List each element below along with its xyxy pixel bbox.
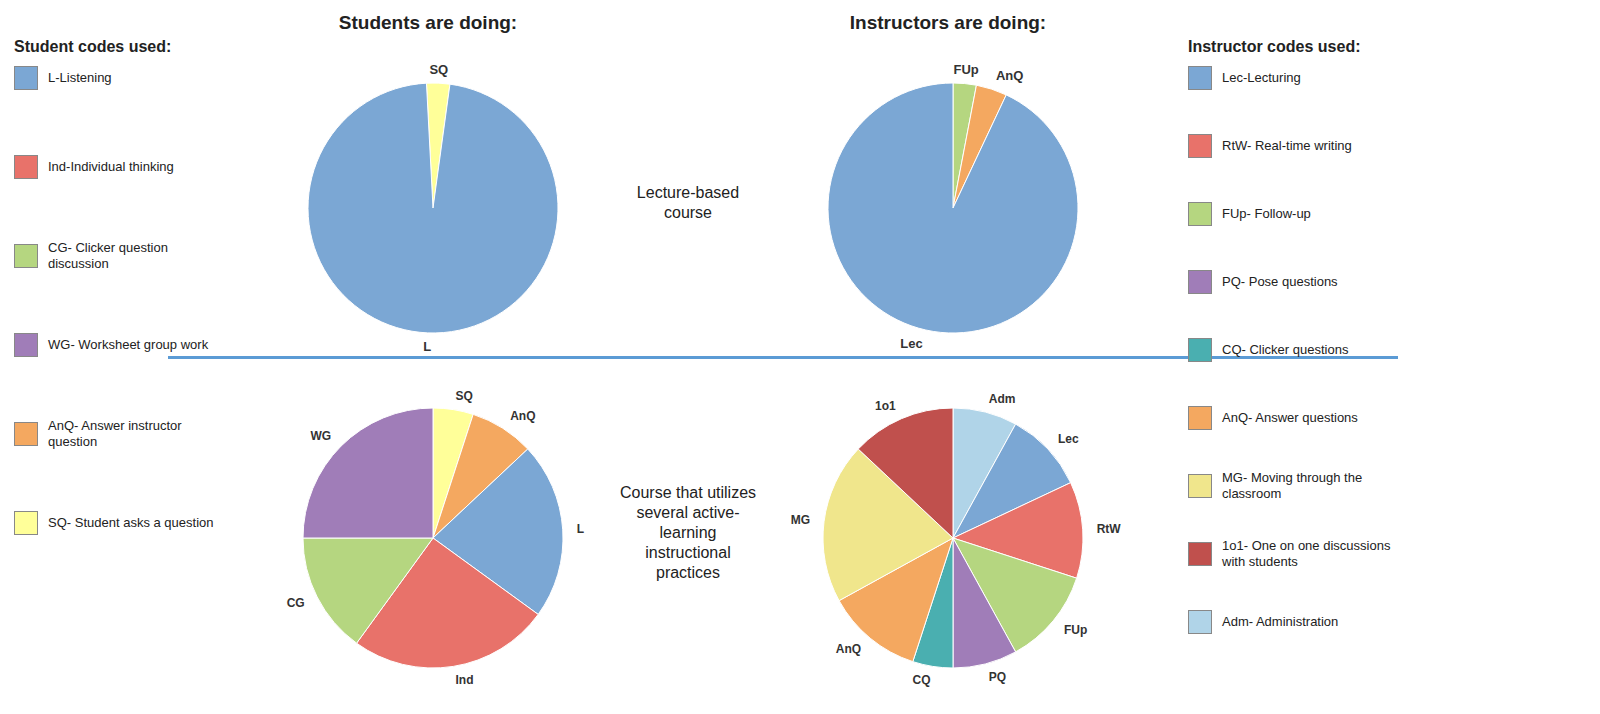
svg-text:AnQ: AnQ: [510, 409, 535, 423]
svg-text:RtW: RtW: [1097, 522, 1122, 536]
svg-text:AnQ: AnQ: [996, 68, 1023, 83]
html-text:Lecture-based course: Lecture-based course: [636, 184, 740, 221]
html-text:MG- Moving through the classro: MG- Moving through the classroom: [1222, 470, 1363, 501]
svg-text:WG: WG: [311, 429, 332, 443]
svg-text:1o1: 1o1: [875, 399, 896, 413]
html-text:Students are doing:: Students are doing:: [338, 12, 518, 33]
html-text:CQ- Clicker questions: CQ- Clicker questions: [1222, 342, 1349, 357]
html-text:CG- Clicker question discussio: CG- Clicker question discussion: [48, 240, 168, 271]
html-text:L-Listening: L-Listening: [48, 70, 112, 85]
svg-text:CQ: CQ: [912, 673, 930, 687]
html-text:AnQ- Answer instructor questio: AnQ- Answer instructor question: [48, 418, 182, 449]
html-text:Student codes used:: Student codes used:: [14, 38, 172, 55]
svg-text:Adm: Adm: [989, 392, 1016, 406]
html-text:PQ- Pose questions: PQ- Pose questions: [1222, 274, 1338, 289]
svg-text:SQ: SQ: [429, 62, 448, 77]
svg-text:SQ: SQ: [456, 389, 473, 403]
svg-text:Ind: Ind: [456, 673, 474, 687]
svg-text:FUp: FUp: [1064, 623, 1087, 637]
svg-text:PQ: PQ: [989, 670, 1006, 684]
html-text:1o1- One on one discussions wi: 1o1- One on one discussions with student…: [1222, 538, 1391, 569]
html-text:Instructor codes used:: Instructor codes used:: [1188, 38, 1361, 55]
html-text:Ind-Individual thinking: Ind-Individual thinking: [48, 159, 174, 174]
html-text:Course that utilizes several a: Course that utilizes several active- lea…: [620, 484, 756, 581]
html-text:SQ- Student asks a question: SQ- Student asks a question: [48, 515, 214, 530]
svg-text:Lec: Lec: [900, 336, 922, 351]
html-text:Lec-Lecturing: Lec-Lecturing: [1222, 70, 1301, 85]
html-text:FUp- Follow-up: FUp- Follow-up: [1222, 206, 1311, 221]
svg-text:FUp: FUp: [953, 62, 978, 77]
svg-text:L: L: [577, 522, 584, 536]
html-text:AnQ- Answer questions: AnQ- Answer questions: [1222, 410, 1358, 425]
svg-text:CG: CG: [287, 596, 305, 610]
html-text:Instructors are doing:: Instructors are doing:: [849, 12, 1047, 33]
html-text:RtW- Real-time writing: RtW- Real-time writing: [1222, 138, 1352, 153]
svg-text:MG: MG: [791, 513, 810, 527]
svg-text:L: L: [423, 339, 431, 354]
html-text:WG- Worksheet group work: WG- Worksheet group work: [48, 337, 209, 352]
svg-text:AnQ: AnQ: [836, 642, 861, 656]
html-text:Adm- Administration: Adm- Administration: [1222, 614, 1339, 629]
svg-text:Lec: Lec: [1058, 432, 1079, 446]
